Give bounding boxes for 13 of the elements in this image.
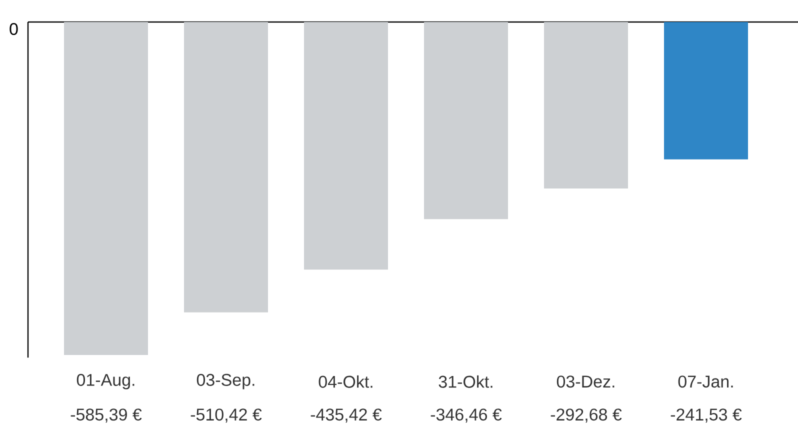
data-label: -241,53 €: [670, 408, 742, 423]
x-tick-label: 01-Aug.: [76, 374, 134, 390]
x-tick-label: 31-Okt.: [438, 375, 492, 388]
x-tick-label: 03-Sep.: [196, 374, 254, 390]
data-label: -346,46 €: [430, 408, 502, 423]
data-label: -435,42 €: [310, 408, 382, 423]
data-label: -510,42 €: [190, 408, 262, 423]
x-tick-label: 03-Dez.: [556, 376, 614, 388]
data-label: -585,39 €: [70, 408, 142, 423]
x-tick-label: 07-Jan.: [678, 376, 733, 388]
data-label: -292,68 €: [550, 408, 622, 423]
text: 0: [10, 22, 18, 36]
x-tick-label: 04-Okt.: [318, 375, 372, 388]
